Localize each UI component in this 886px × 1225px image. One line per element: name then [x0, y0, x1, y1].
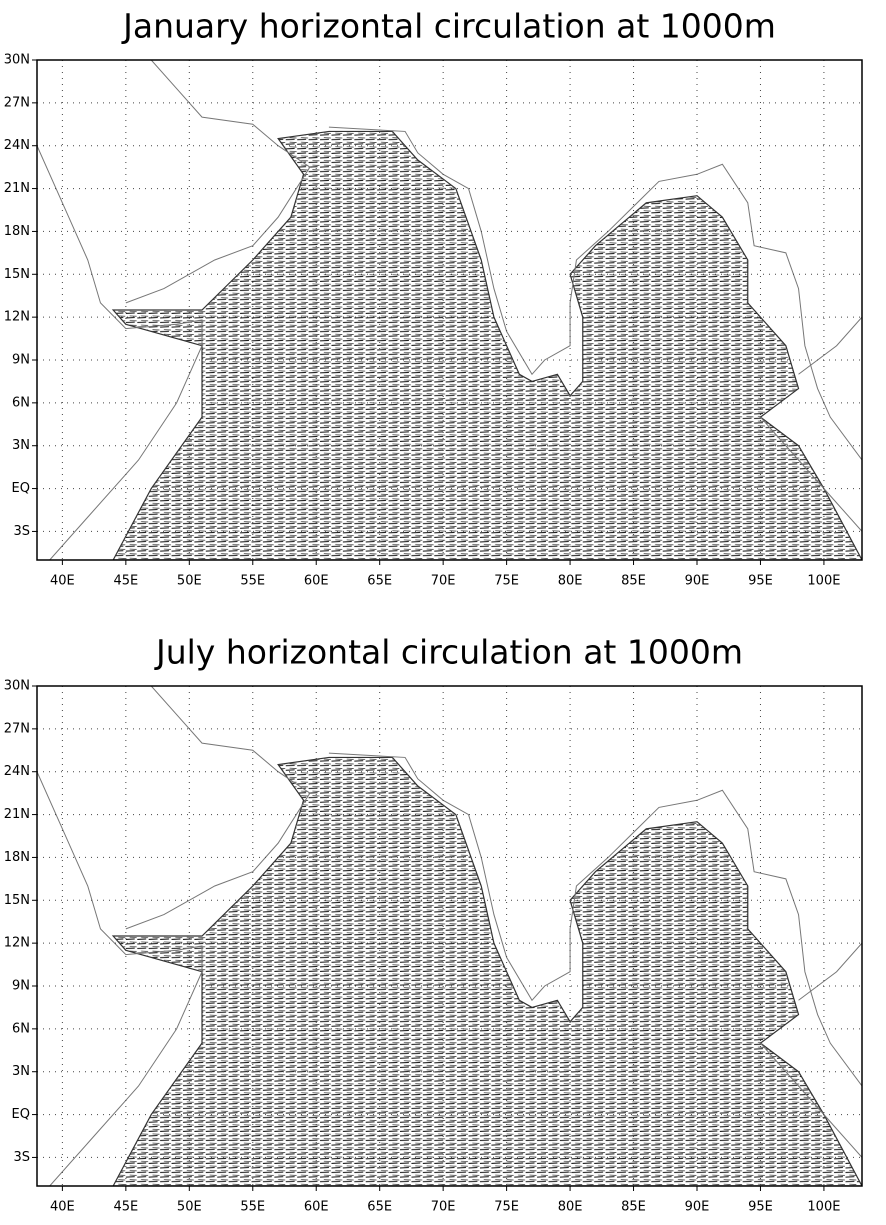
x-tick-label: 95E — [748, 574, 773, 589]
y-tick-label: 27N — [4, 95, 30, 110]
y-tick-label: 6N — [12, 395, 30, 410]
x-tick-label: 100E — [807, 574, 840, 589]
y-tick-label: 9N — [12, 979, 30, 994]
y-tick-label: 30N — [4, 53, 30, 68]
x-tick-label: 55E — [240, 1200, 265, 1215]
y-tick-label: 3S — [13, 524, 30, 539]
y-tick-label: 24N — [4, 138, 30, 153]
y-tick-label: EQ — [12, 1107, 30, 1122]
y-tick-label: 6N — [12, 1021, 30, 1036]
x-tick-label: 90E — [685, 1200, 710, 1215]
vector-field — [37, 60, 862, 560]
x-tick-label: 65E — [367, 574, 392, 589]
vector-field — [37, 686, 862, 1186]
x-tick-label: 55E — [240, 574, 265, 589]
x-tick-label: 85E — [621, 1200, 646, 1215]
y-tick-label: 3S — [13, 1150, 30, 1165]
y-tick-label: EQ — [12, 481, 30, 496]
panel-title: January horizontal circulation at 1000m — [121, 7, 776, 46]
x-tick-label: 40E — [50, 1200, 75, 1215]
y-tick-label: 12N — [4, 310, 30, 325]
x-tick-label: 40E — [50, 574, 75, 589]
y-tick-label: 21N — [4, 807, 30, 822]
y-tick-label: 24N — [4, 764, 30, 779]
y-tick-label: 27N — [4, 721, 30, 736]
x-tick-label: 90E — [685, 574, 710, 589]
x-tick-label: 75E — [494, 574, 519, 589]
x-tick-label: 75E — [494, 1200, 519, 1215]
y-tick-label: 9N — [12, 353, 30, 368]
y-tick-label: 21N — [4, 181, 30, 196]
x-tick-label: 60E — [304, 1200, 329, 1215]
x-tick-label: 80E — [558, 574, 583, 589]
x-tick-label: 70E — [431, 1200, 456, 1215]
x-tick-label: 50E — [177, 1200, 202, 1215]
x-tick-label: 70E — [431, 574, 456, 589]
map-field — [37, 60, 862, 560]
y-tick-label: 12N — [4, 936, 30, 951]
y-tick-label: 3N — [12, 438, 30, 453]
x-tick-label: 45E — [113, 574, 138, 589]
y-tick-label: 18N — [4, 850, 30, 865]
x-tick-label: 100E — [807, 1200, 840, 1215]
y-tick-label: 3N — [12, 1064, 30, 1079]
y-tick-label: 15N — [4, 267, 30, 282]
y-tick-label: 30N — [4, 679, 30, 694]
map-geo — [37, 60, 862, 560]
x-tick-label: 85E — [621, 574, 646, 589]
x-tick-label: 80E — [558, 1200, 583, 1215]
y-tick-label: 18N — [4, 224, 30, 239]
x-tick-label: 95E — [748, 1200, 773, 1215]
x-tick-label: 65E — [367, 1200, 392, 1215]
panel-title: July horizontal circulation at 1000m — [154, 633, 743, 672]
y-tick-label: 15N — [4, 893, 30, 908]
map-geo — [37, 686, 862, 1186]
x-tick-label: 60E — [304, 574, 329, 589]
map-field — [37, 686, 862, 1186]
x-tick-label: 45E — [113, 1200, 138, 1215]
page: January horizontal circulation at 1000m 4… — [0, 0, 886, 1225]
x-tick-label: 50E — [177, 574, 202, 589]
